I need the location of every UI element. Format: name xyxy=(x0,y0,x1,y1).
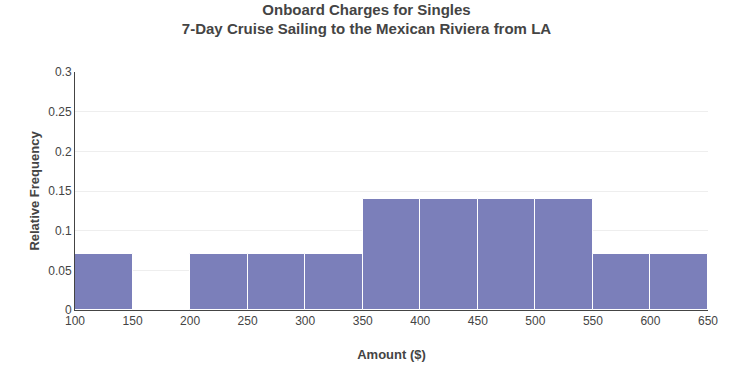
svg-text:150: 150 xyxy=(123,314,143,328)
svg-text:350: 350 xyxy=(353,314,373,328)
svg-text:Amount ($): Amount ($) xyxy=(357,347,426,362)
svg-text:0.25: 0.25 xyxy=(48,105,72,119)
svg-text:550: 550 xyxy=(583,314,603,328)
svg-text:100: 100 xyxy=(65,314,85,328)
svg-text:0.2: 0.2 xyxy=(55,145,72,159)
svg-text:Onboard Charges for Singles7-D: Onboard Charges for Singles7-Day Cruise … xyxy=(182,1,551,38)
svg-text:450: 450 xyxy=(468,314,488,328)
svg-text:200: 200 xyxy=(180,314,200,328)
svg-text:Relative Frequency: Relative Frequency xyxy=(27,131,42,251)
svg-text:0.1: 0.1 xyxy=(55,224,72,238)
svg-text:0.3: 0.3 xyxy=(55,65,72,79)
svg-text:500: 500 xyxy=(525,314,545,328)
svg-text:0: 0 xyxy=(65,303,72,317)
svg-text:0.15: 0.15 xyxy=(48,184,72,198)
svg-text:600: 600 xyxy=(640,314,660,328)
svg-text:0.05: 0.05 xyxy=(48,264,72,278)
svg-text:650: 650 xyxy=(698,314,718,328)
svg-text:250: 250 xyxy=(238,314,258,328)
svg-text:400: 400 xyxy=(410,314,430,328)
svg-text:300: 300 xyxy=(295,314,315,328)
